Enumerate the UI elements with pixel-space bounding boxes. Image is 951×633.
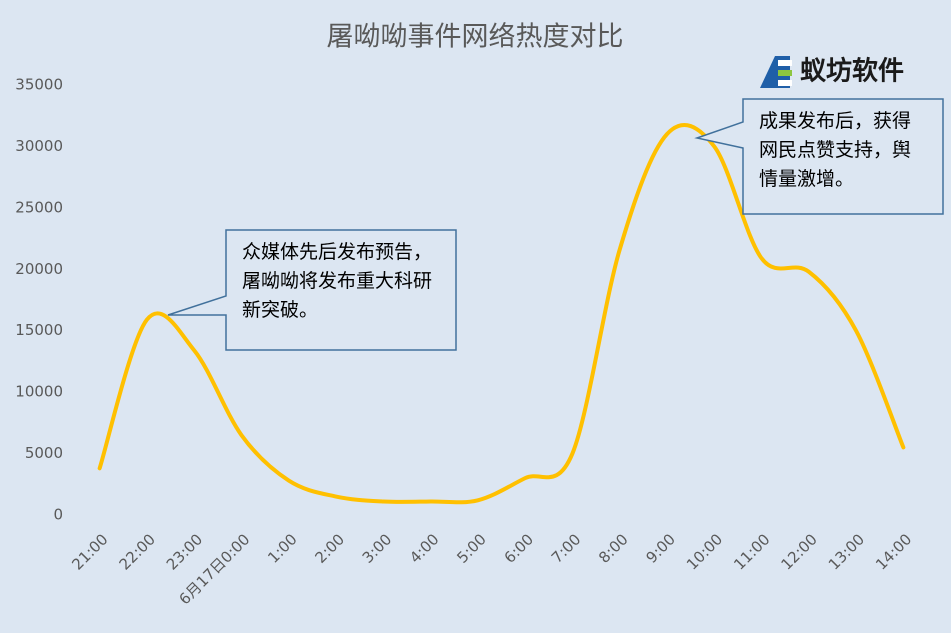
callout-box xyxy=(167,229,457,351)
y-tick-label: 35000 xyxy=(15,76,63,94)
logo-text: 蚁坊软件 xyxy=(800,56,904,87)
callout-text: 成果发布后，获得网民点赞支持，舆情量激增。 xyxy=(759,110,912,190)
callout-text: 众媒体先后发布预告，屠呦呦将发布重大科研新突破。 xyxy=(242,241,433,321)
y-tick-label: 10000 xyxy=(15,383,63,401)
y-tick-label: 0 xyxy=(53,506,63,524)
y-tick-label: 15000 xyxy=(15,321,63,339)
y-tick-label: 20000 xyxy=(15,260,63,278)
chart-title: 屠呦呦事件网络热度对比 xyxy=(327,22,624,53)
callout-box xyxy=(694,98,944,215)
logo-icon xyxy=(760,56,792,88)
y-tick-label: 25000 xyxy=(15,198,63,216)
y-tick-label: 30000 xyxy=(15,137,63,155)
y-tick-label: 5000 xyxy=(25,444,63,462)
line xyxy=(97,123,906,505)
